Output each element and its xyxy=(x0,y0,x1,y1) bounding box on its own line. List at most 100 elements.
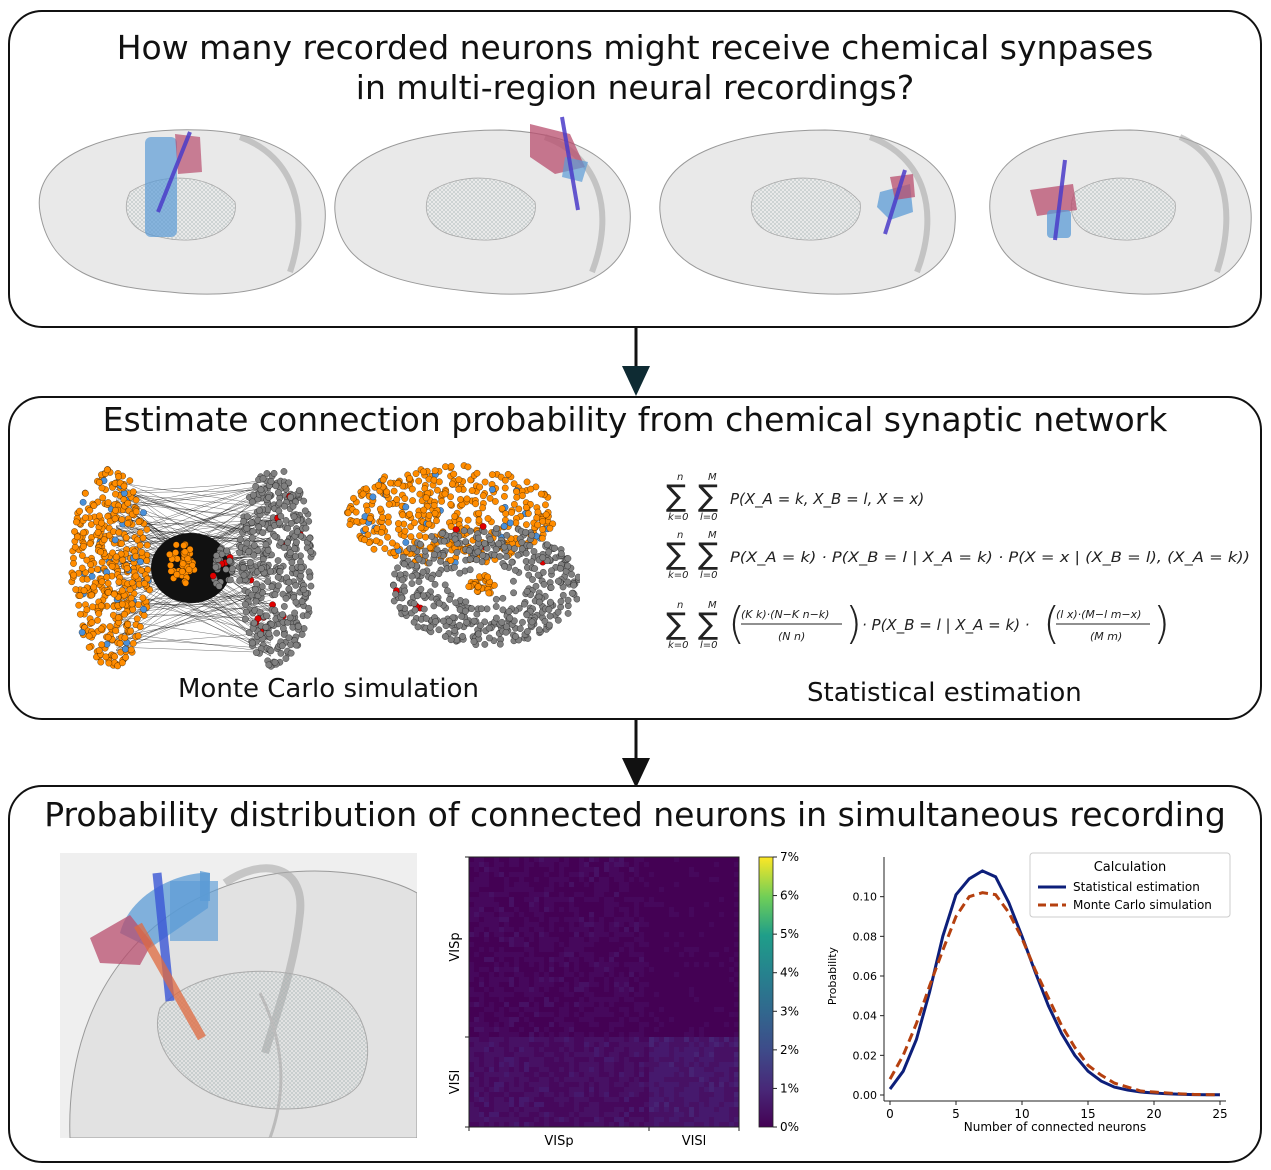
network-node xyxy=(402,539,410,546)
eq3-sum-upper-n: n xyxy=(677,600,683,611)
heatmap-cell xyxy=(689,1057,695,1063)
heatmap-cell xyxy=(649,927,655,933)
network-node xyxy=(248,519,256,526)
heatmap-cell xyxy=(509,917,515,923)
eq2-sum-upper-m: M xyxy=(708,530,717,541)
heatmap-cell xyxy=(574,1102,580,1108)
heatmap-cell xyxy=(689,1077,695,1083)
heatmap-cell xyxy=(624,997,630,1003)
heatmap-cell xyxy=(654,932,660,938)
heatmap-cell xyxy=(719,1022,725,1028)
heatmap-cell xyxy=(504,1047,510,1053)
heatmap-cell xyxy=(709,1022,715,1028)
heatmap-cell xyxy=(614,942,620,948)
heatmap-cell xyxy=(699,977,705,983)
heatmap-cell xyxy=(474,1042,480,1048)
heatmap-cell xyxy=(614,1057,620,1063)
heatmap-cell xyxy=(694,1082,700,1088)
heatmap-cell xyxy=(474,1012,480,1018)
heatmap-cell xyxy=(674,982,680,988)
heatmap-cell xyxy=(524,1117,530,1123)
heatmap-cell xyxy=(629,1017,635,1023)
network-node xyxy=(492,595,500,603)
heatmap-cell xyxy=(639,862,645,868)
network-node xyxy=(510,577,517,585)
heatmap-cell xyxy=(649,952,655,958)
heatmap-cell xyxy=(674,862,680,868)
heatmap-cell xyxy=(479,1002,485,1008)
heatmap-cell xyxy=(679,1117,685,1123)
heatmap-cell xyxy=(529,1037,535,1043)
heatmap-cell xyxy=(729,1047,735,1053)
heatmap-cell xyxy=(469,902,475,908)
network-node xyxy=(94,528,102,536)
heatmap-cell xyxy=(619,1087,625,1093)
heatmap-cell xyxy=(499,1042,505,1048)
heatmap-cell xyxy=(589,867,595,873)
heatmap-cell xyxy=(719,962,725,968)
heatmap-cell xyxy=(474,977,480,983)
heatmap-cell xyxy=(579,1112,585,1118)
heatmap-cell xyxy=(619,1082,625,1088)
heatmap-cell xyxy=(609,1062,615,1068)
heatmap-cell xyxy=(649,957,655,963)
heatmap-cell xyxy=(734,967,740,973)
equation-line-1: n ∑ k=0 M ∑ l=0 P(X_A = k, X_B = l, X = … xyxy=(666,472,924,523)
heatmap-cell xyxy=(619,1122,625,1128)
heatmap-cell xyxy=(704,997,710,1003)
heatmap-cell xyxy=(469,1087,475,1093)
heatmap-cell xyxy=(659,1117,665,1123)
heatmap-cell xyxy=(604,1017,610,1023)
network-node xyxy=(416,490,424,498)
heatmap-cell xyxy=(499,897,505,903)
heatmap-cell xyxy=(574,957,580,963)
network-node xyxy=(519,492,526,500)
heatmap-cell xyxy=(539,1052,545,1058)
heatmap-cell xyxy=(669,862,675,868)
colorbar-tick-label: 0% xyxy=(780,1120,799,1134)
heatmap-cell xyxy=(534,972,540,978)
network-node xyxy=(568,589,576,597)
heatmap-cell xyxy=(609,1052,615,1058)
heatmap-cell xyxy=(694,932,700,938)
heatmap-cell xyxy=(729,1112,735,1118)
heatmap-cell xyxy=(564,1042,570,1048)
heatmap-cell xyxy=(689,867,695,873)
heatmap-cell xyxy=(514,862,520,868)
network-node xyxy=(292,641,300,649)
heatmap-cell xyxy=(699,982,705,988)
heatmap-cell xyxy=(634,1057,640,1063)
heatmap-cell xyxy=(649,1057,655,1063)
network-node xyxy=(485,589,493,597)
heatmap-cell xyxy=(599,977,605,983)
heatmap-cell xyxy=(679,987,685,993)
heatmap-cell xyxy=(524,1007,530,1013)
heatmap-cell xyxy=(699,992,705,998)
heatmap-cell xyxy=(659,1047,665,1053)
heatmap-cell xyxy=(494,1062,500,1068)
heatmap-cell xyxy=(514,1017,520,1023)
heatmap-cell xyxy=(564,1022,570,1028)
heatmap-cell xyxy=(569,872,575,878)
heatmap-cell xyxy=(709,1027,715,1033)
heatmap-cell xyxy=(674,1097,680,1103)
heatmap-cell xyxy=(549,912,555,918)
network-node xyxy=(121,610,128,618)
heatmap-cell xyxy=(644,982,650,988)
heatmap-cell xyxy=(674,1067,680,1073)
network-node xyxy=(510,480,518,488)
heatmap-cell xyxy=(694,897,700,903)
heatmap-cell xyxy=(559,1052,565,1058)
heatmap-cell xyxy=(584,1102,590,1108)
heatmap-cell xyxy=(714,1097,720,1103)
heatmap-cell xyxy=(729,1107,735,1113)
heatmap-cell xyxy=(504,1037,510,1043)
heatmap-cell xyxy=(649,1112,655,1118)
heatmap-cell xyxy=(504,1107,510,1113)
heatmap-cell xyxy=(584,987,590,993)
heatmap-cell xyxy=(514,922,520,928)
heatmap-cell xyxy=(689,942,695,948)
network-node xyxy=(140,509,147,517)
network-node xyxy=(285,479,293,487)
network-node xyxy=(366,515,374,522)
